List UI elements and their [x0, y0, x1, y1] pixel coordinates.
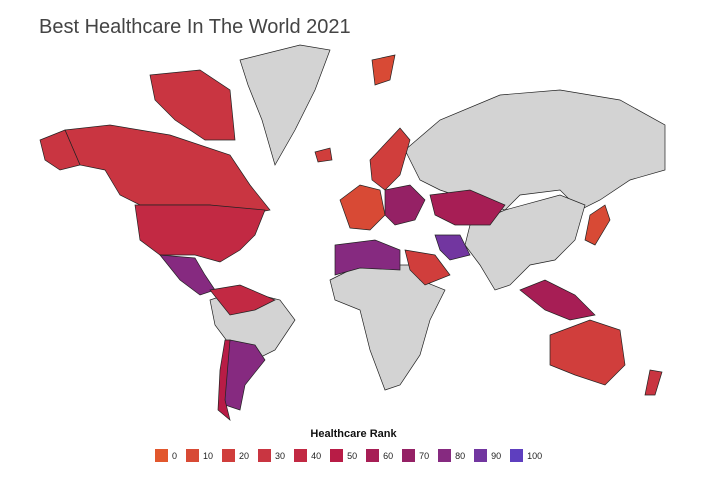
legend-label: 30 [275, 450, 286, 461]
legend-item: 20 [222, 449, 249, 462]
legend-swatch [366, 449, 380, 462]
legend-item: 0 [155, 449, 177, 462]
legend-item: 30 [258, 449, 285, 462]
legend-swatch [438, 449, 452, 462]
canada-islands [149, 69, 236, 141]
legend-item: 40 [294, 449, 321, 462]
legend-swatch [402, 449, 416, 462]
legend-swatch [222, 449, 236, 462]
southeast-asia [519, 279, 596, 321]
venezuela-colombia [209, 284, 276, 316]
iceland [314, 147, 333, 163]
svalbard [371, 54, 396, 86]
legend-swatch [330, 449, 344, 462]
legend-swatch [510, 449, 524, 462]
legend-title: Healthcare Rank [310, 428, 397, 440]
legend-label: 0 [172, 450, 178, 461]
saudi-arabia [404, 249, 451, 286]
legend-item: 70 [402, 449, 429, 462]
legend-swatch [294, 449, 308, 462]
alaska [39, 129, 81, 171]
legend-label: 10 [203, 450, 214, 461]
japan [584, 204, 611, 246]
legend-label: 90 [491, 450, 502, 461]
mexico [159, 254, 216, 296]
chart-title: Best Healthcare In The World 2021 [39, 16, 351, 38]
usa [134, 204, 266, 263]
legend-label: 20 [239, 450, 250, 461]
legend-item: 80 [438, 449, 465, 462]
scandinavia [369, 127, 411, 191]
legend-swatch [258, 449, 272, 462]
greenland [239, 44, 331, 166]
legend-swatch [474, 449, 488, 462]
legend-swatch [155, 449, 168, 462]
world-map [39, 44, 666, 421]
new-zealand [644, 369, 663, 396]
legend-item: 100 [510, 449, 542, 462]
iran [434, 234, 471, 261]
legend: 0 10 20 30 40 50 60 70 80 90 100 [155, 449, 551, 462]
chile [217, 339, 231, 421]
legend-label: 80 [455, 450, 466, 461]
legend-label: 100 [527, 450, 543, 461]
legend-item: 90 [474, 449, 501, 462]
russia-asia [404, 89, 666, 211]
kazakhstan [429, 189, 506, 226]
legend-swatch [186, 449, 200, 462]
legend-label: 60 [383, 450, 394, 461]
legend-item: 10 [186, 449, 213, 462]
legend-item: 50 [330, 449, 357, 462]
legend-label: 40 [311, 450, 322, 461]
legend-label: 70 [419, 450, 430, 461]
legend-item: 60 [366, 449, 393, 462]
western-europe [339, 184, 386, 231]
argentina [224, 339, 266, 411]
north-africa [334, 239, 401, 276]
australia [549, 319, 626, 386]
legend-label: 50 [347, 450, 358, 461]
eastern-europe [384, 184, 426, 226]
canada [64, 124, 271, 216]
